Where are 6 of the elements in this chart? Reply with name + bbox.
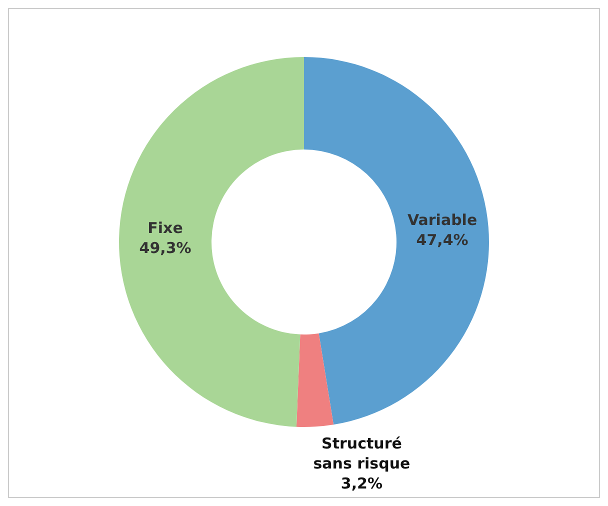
slice-label: Structuré sans risque [313, 434, 410, 473]
data-label: 3,2% [340, 474, 383, 493]
data-label: 49,3% [139, 239, 192, 258]
slice-label: Fixe [148, 219, 183, 238]
data-label: 47,4% [416, 230, 468, 249]
slice-label: Variable [407, 210, 478, 229]
